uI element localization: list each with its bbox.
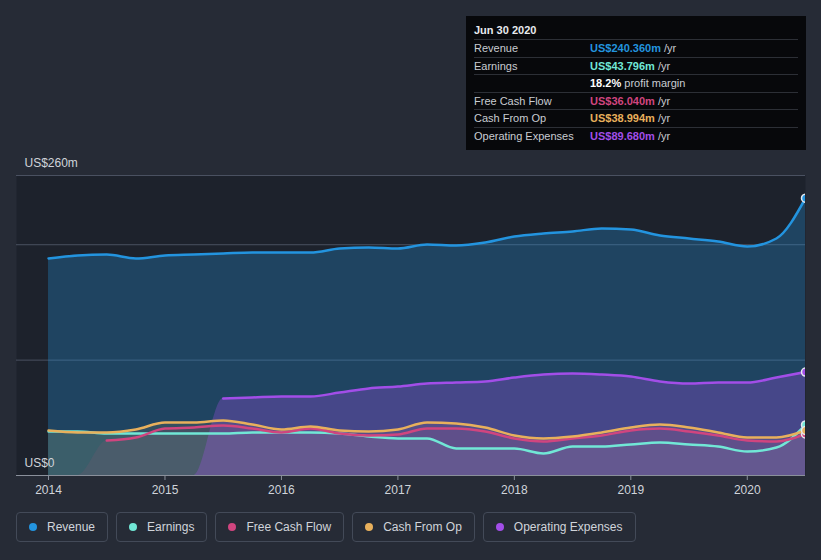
svg-text:US$260m: US$260m xyxy=(25,156,78,170)
html-text:US$36.040m /yr: US$36.040m /yr xyxy=(590,94,671,107)
svg-text:2016: 2016 xyxy=(268,483,295,497)
html-text:US$38.994m /yr: US$38.994m /yr xyxy=(590,112,671,125)
html-text:Operating Expenses: Operating Expenses xyxy=(513,520,623,534)
html-text:18.2% profit margin: 18.2% profit margin xyxy=(590,77,686,90)
svg-text:2014: 2014 xyxy=(35,483,62,497)
html-text:Earnings: Earnings xyxy=(147,520,195,534)
svg-text:2017: 2017 xyxy=(385,483,412,497)
html-text:Jun 30 2020: Jun 30 2020 xyxy=(474,24,537,36)
html-text:Operating Expenses: Operating Expenses xyxy=(474,130,574,142)
html-text:Earnings: Earnings xyxy=(474,59,518,72)
html-text:Revenue: Revenue xyxy=(474,42,518,54)
html-text:US$240.360m /yr: US$240.360m /yr xyxy=(590,42,677,54)
html-text:Free Cash Flow: Free Cash Flow xyxy=(474,94,552,107)
html-text:Cash From Op: Cash From Op xyxy=(474,112,547,125)
html-text:Revenue: Revenue xyxy=(47,520,95,534)
svg-text:2020: 2020 xyxy=(734,483,761,497)
svg-text:2019: 2019 xyxy=(617,483,644,497)
html-text:Cash From Op: Cash From Op xyxy=(383,520,462,534)
svg-text:2018: 2018 xyxy=(501,483,528,497)
html-text:US$89.680m /yr: US$89.680m /yr xyxy=(590,130,671,142)
html-text:US$43.796m /yr: US$43.796m /yr xyxy=(590,59,671,72)
svg-text:US$0: US$0 xyxy=(25,456,55,470)
svg-text:2015: 2015 xyxy=(152,483,179,497)
html-text:Free Cash Flow: Free Cash Flow xyxy=(246,520,332,534)
